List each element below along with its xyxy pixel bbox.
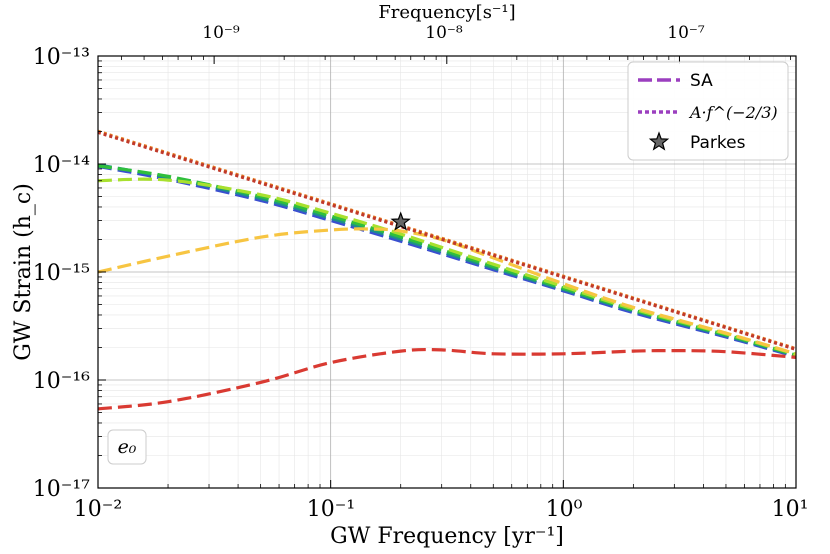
legend-parkes-star-icon	[648, 131, 670, 151]
e0-annotation-label: e₀	[118, 436, 137, 458]
legend-powerlaw-label: A·f^(−2/3)	[688, 103, 778, 122]
series-layer	[97, 129, 797, 411]
legend-sa-label: SA	[690, 71, 713, 91]
e0-annotation-box	[107, 429, 147, 465]
legend-box	[627, 61, 789, 161]
e0-annotation: e₀	[107, 429, 147, 465]
x-tick-label: 10⁰	[546, 497, 583, 522]
y-tick-label: 10⁻¹⁵	[33, 261, 90, 286]
points-layer	[390, 211, 411, 231]
series-line-e0-red	[97, 347, 797, 411]
x-tick-label: 10⁻²	[74, 497, 122, 522]
legend-parkes-label: Parkes	[690, 133, 746, 153]
series-line-powerlaw-red	[97, 130, 797, 351]
top-axis-title: Frequency[s⁻¹]	[378, 2, 515, 23]
y-tick-label: 10⁻¹³	[33, 45, 90, 70]
series-line-e0-teal	[97, 163, 797, 358]
series-line-e0-yellow	[97, 227, 797, 356]
top-tick-label: 10⁻⁷	[667, 23, 705, 43]
ticks-layer	[97, 56, 791, 489]
y-tick-label: 10⁻¹⁴	[33, 153, 90, 178]
series-line-e0-blue	[97, 164, 797, 359]
y-tick-label: 10⁻¹⁶	[33, 369, 90, 394]
x-axis-title: GW Frequency [yr⁻¹]	[330, 524, 564, 549]
top-tick-label: 10⁻⁸	[425, 23, 463, 43]
y-tick-label: 10⁻¹⁷	[33, 477, 90, 502]
legend: SA A·f^(−2/3) Parkes	[627, 61, 789, 161]
x-tick-label: 10⁻¹	[307, 497, 355, 522]
data-point-parkes	[390, 211, 411, 231]
series-line-e0-green	[97, 164, 797, 357]
y-axis-title: GW Strain (h_c)	[11, 183, 36, 361]
series-line-e0-lime	[97, 177, 797, 356]
x-tick-label: 10¹	[772, 497, 809, 522]
top-tick-label: 10⁻⁹	[202, 23, 240, 43]
